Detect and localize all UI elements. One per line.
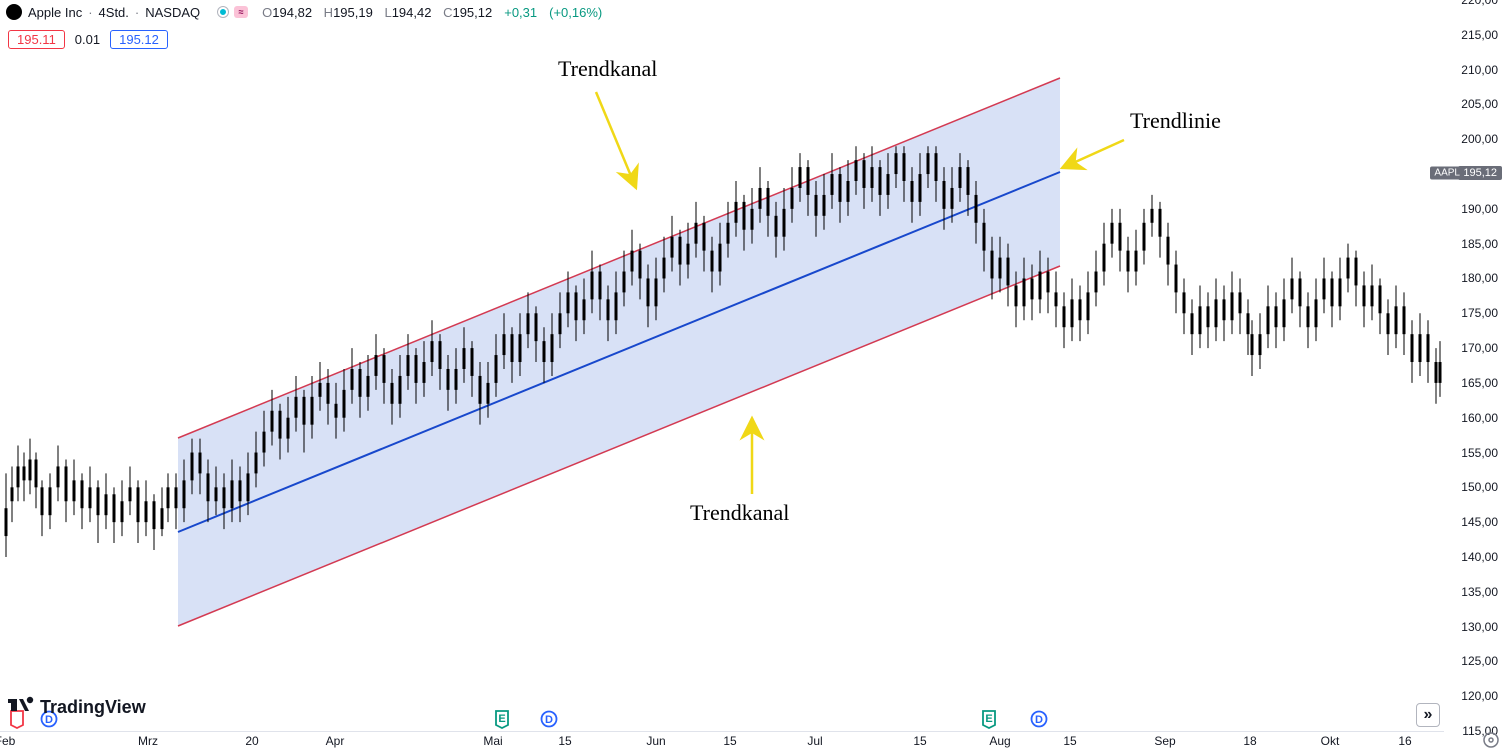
bid-ask-row: 195.11 0.01 195.12 xyxy=(8,30,168,49)
price-chart-svg[interactable] xyxy=(0,0,1444,731)
tradingview-logo-icon xyxy=(8,695,34,719)
earnings-icon[interactable]: E xyxy=(493,709,511,729)
chart-pane[interactable] xyxy=(0,0,1444,731)
y-tick: 135,00 xyxy=(1461,585,1498,599)
x-tick: Jul xyxy=(807,734,822,748)
x-tick: 15 xyxy=(558,734,571,748)
x-tick: Feb xyxy=(0,734,15,748)
y-tick: 160,00 xyxy=(1461,411,1498,425)
ticker-tag: AAPL xyxy=(1430,167,1464,180)
separator: · xyxy=(135,5,139,20)
symbol-legend: Apple Inc · 4Std. · NASDAQ ≈ O194,82 H19… xyxy=(6,4,602,20)
trend-line[interactable] xyxy=(178,172,1060,532)
annotation-arrow[interactable] xyxy=(596,92,636,188)
y-tick: 215,00 xyxy=(1461,28,1498,42)
exchange-label: NASDAQ xyxy=(145,5,200,20)
y-tick: 190,00 xyxy=(1461,202,1498,216)
x-tick: Okt xyxy=(1321,734,1340,748)
ask-price[interactable]: 195.12 xyxy=(110,30,168,49)
dividend-icon[interactable]: D xyxy=(1030,709,1048,729)
svg-text:D: D xyxy=(545,714,553,726)
svg-text:E: E xyxy=(985,713,992,725)
y-tick: 130,00 xyxy=(1461,620,1498,634)
annotation-label[interactable]: Trendlinie xyxy=(1130,108,1221,134)
approx-icon: ≈ xyxy=(234,6,248,18)
last-price-label: 195,12 xyxy=(1458,166,1502,180)
y-tick: 145,00 xyxy=(1461,515,1498,529)
y-tick: 220,00 xyxy=(1461,0,1498,7)
x-tick: 20 xyxy=(245,734,258,748)
chevron-right-icon: » xyxy=(1424,706,1433,724)
y-tick: 150,00 xyxy=(1461,480,1498,494)
ohlc-readout: O194,82 H195,19 L194,42 C195,12 xyxy=(254,5,492,20)
axis-settings-icon[interactable] xyxy=(1482,731,1500,749)
session-open-icon xyxy=(218,7,228,17)
x-tick: 18 xyxy=(1243,734,1256,748)
y-tick: 140,00 xyxy=(1461,550,1498,564)
x-tick: Apr xyxy=(326,734,345,748)
annotation-arrow[interactable] xyxy=(1062,140,1124,168)
y-tick: 180,00 xyxy=(1461,271,1498,285)
x-tick: Sep xyxy=(1154,734,1175,748)
tradingview-logo-text: TradingView xyxy=(40,697,146,718)
annotation-label[interactable]: Trendkanal xyxy=(690,500,789,526)
time-axis[interactable]: Feb Mrz 20 Apr Mai 15 Jun 15 Jul 15 Aug 15 Sep 18 Okt 1… xyxy=(0,731,1444,751)
x-tick: Mai xyxy=(483,734,502,748)
y-tick: 210,00 xyxy=(1461,63,1498,77)
y-tick: 205,00 xyxy=(1461,97,1498,111)
svg-text:E: E xyxy=(498,713,505,725)
bid-price[interactable]: 195.11 xyxy=(8,30,65,49)
dividend-icon[interactable]: D xyxy=(540,709,558,729)
y-tick: 170,00 xyxy=(1461,341,1498,355)
separator: · xyxy=(88,5,92,20)
interval-label[interactable]: 4Std. xyxy=(99,5,129,20)
tradingview-logo[interactable]: TradingView xyxy=(8,695,146,719)
change-abs: +0,31 xyxy=(504,5,537,20)
earnings-icon[interactable]: E xyxy=(980,709,998,729)
x-tick: 16 xyxy=(1398,734,1411,748)
x-tick: 15 xyxy=(1063,734,1076,748)
change-pct: (+0,16%) xyxy=(549,5,602,20)
x-tick: Mrz xyxy=(138,734,158,748)
annotation-label[interactable]: Trendkanal xyxy=(558,56,657,82)
spread-value: 0.01 xyxy=(75,32,100,47)
y-tick: 165,00 xyxy=(1461,376,1498,390)
x-tick: 15 xyxy=(723,734,736,748)
y-tick: 155,00 xyxy=(1461,446,1498,460)
x-tick: 15 xyxy=(913,734,926,748)
price-axis[interactable]: 220,00215,00210,00205,00200,00195,00190,… xyxy=(1444,0,1504,731)
apple-icon xyxy=(6,4,22,20)
y-tick: 185,00 xyxy=(1461,237,1498,251)
y-tick: 125,00 xyxy=(1461,654,1498,668)
x-tick: Aug xyxy=(989,734,1010,748)
symbol-name[interactable]: Apple Inc xyxy=(28,5,82,20)
x-tick: Jun xyxy=(646,734,665,748)
y-tick: 120,00 xyxy=(1461,689,1498,703)
svg-text:D: D xyxy=(1035,714,1043,726)
y-tick: 175,00 xyxy=(1461,306,1498,320)
y-tick: 200,00 xyxy=(1461,132,1498,146)
goto-date-button[interactable]: » xyxy=(1416,703,1440,727)
